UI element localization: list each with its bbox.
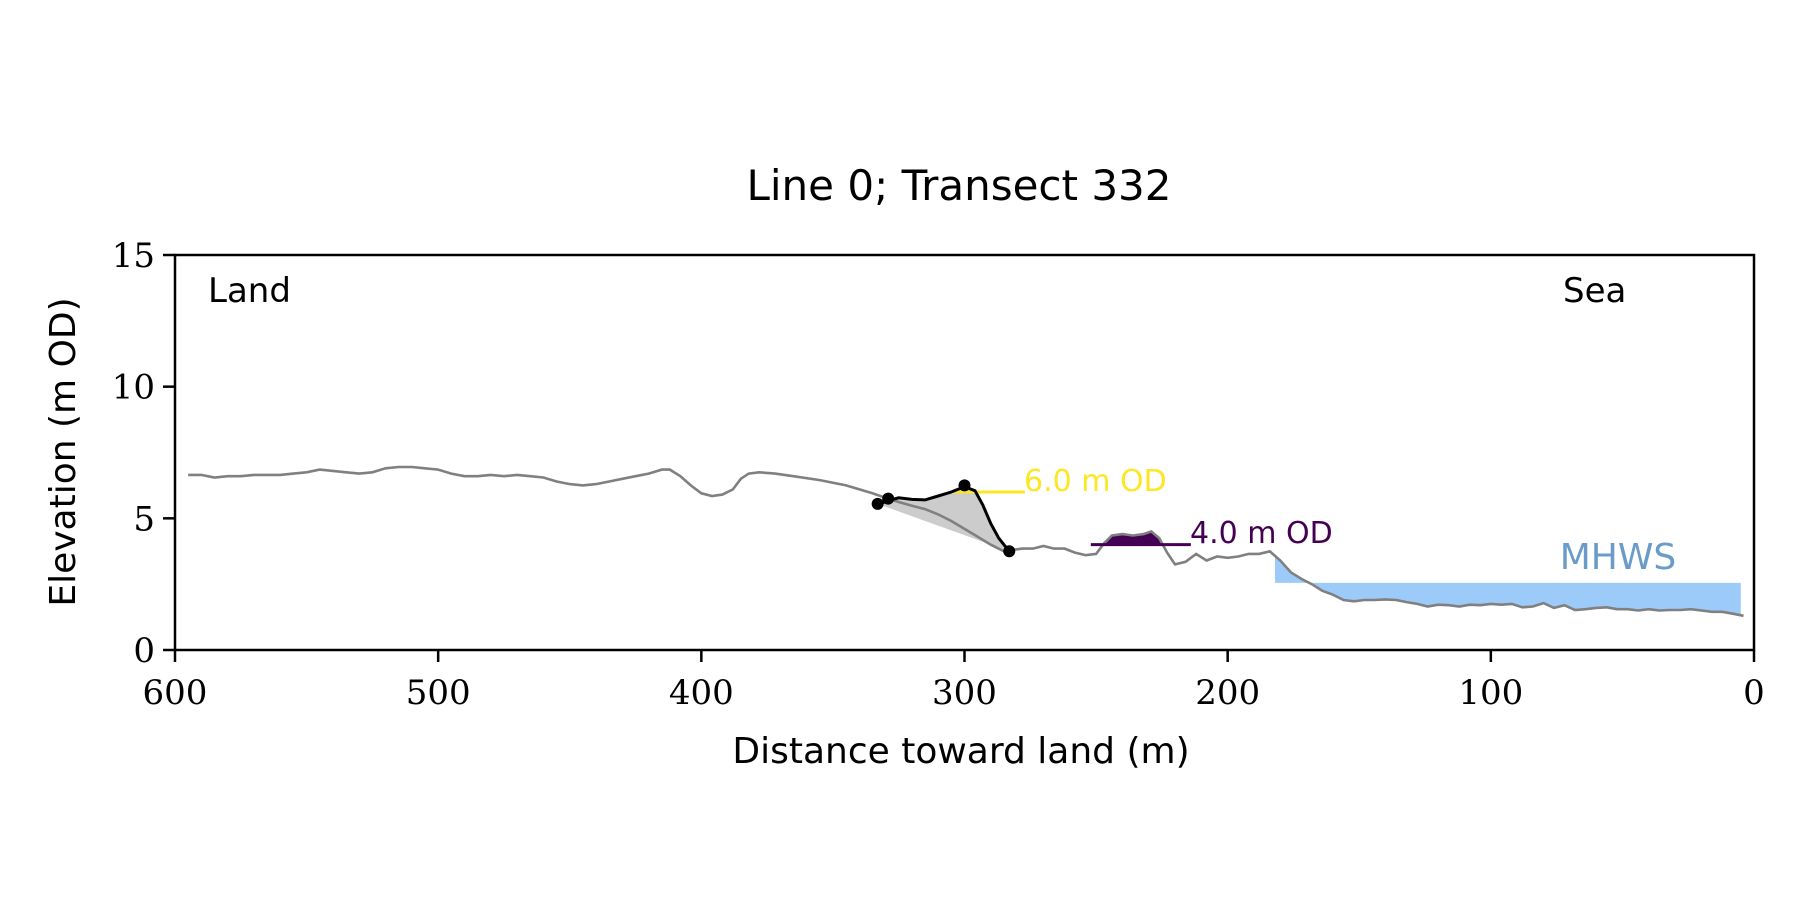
- key-point-3: [1003, 545, 1016, 558]
- x-tick-label-6: 0: [1743, 673, 1765, 713]
- mhws-band: [1275, 555, 1741, 616]
- x-axis-label: Distance toward land (m): [732, 731, 1189, 772]
- key-point-2: [958, 479, 971, 492]
- level-6-label: 6.0 m OD: [1024, 464, 1167, 499]
- x-tick-label-1: 500: [406, 673, 471, 713]
- y-tick-label-3: 15: [112, 236, 155, 276]
- mhws-label: MHWS: [1560, 537, 1677, 578]
- land-label: Land: [208, 271, 291, 311]
- x-axis: 600 500 400 300 200 100 0: [143, 650, 1765, 713]
- x-tick-label-3: 300: [932, 673, 997, 713]
- x-tick-label-2: 400: [669, 673, 734, 713]
- y-axis: 0 5 10 15: [112, 236, 175, 671]
- x-tick-label-5: 100: [1458, 673, 1523, 713]
- plot-area: Land Sea MHWS 6.0 m OD 4.0 m OD: [188, 271, 1744, 618]
- key-points: [871, 479, 1016, 558]
- y-tick-label-1: 5: [133, 499, 155, 539]
- y-tick-label-0: 0: [133, 631, 155, 671]
- y-axis-label: Elevation (m OD): [43, 297, 84, 606]
- level-4-label: 4.0 m OD: [1190, 516, 1333, 551]
- y-tick-label-2: 10: [112, 368, 155, 408]
- chart-title: Line 0; Transect 332: [746, 161, 1171, 210]
- profile-line: [188, 465, 1744, 618]
- x-tick-label-4: 200: [1195, 673, 1260, 713]
- level-4-fill: [1100, 531, 1164, 545]
- x-tick-label-0: 600: [143, 673, 208, 713]
- sea-label: Sea: [1563, 271, 1626, 311]
- key-point-0: [871, 497, 884, 510]
- key-point-1: [882, 492, 895, 505]
